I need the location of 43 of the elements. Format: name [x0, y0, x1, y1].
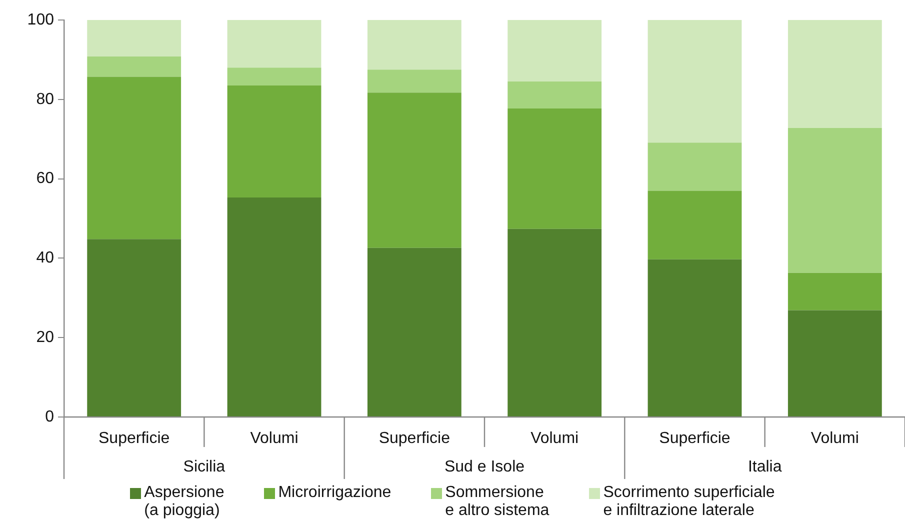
bar: [227, 20, 322, 68]
bar: [648, 259, 742, 416]
bar: [508, 20, 602, 82]
bar: [367, 248, 462, 416]
bar: [87, 76, 182, 240]
legend-label: Sommersione e altro sistema: [445, 484, 550, 520]
x-tick-label: Volumi: [810, 430, 859, 448]
bar: [508, 82, 602, 109]
bar: [367, 70, 462, 93]
bar: [788, 128, 882, 273]
y-tick-label: 20: [36, 329, 54, 346]
bar: [508, 228, 602, 416]
y-tick-label: 40: [36, 250, 54, 267]
bar: [508, 108, 602, 229]
bar: [227, 68, 322, 86]
bar: [87, 56, 182, 77]
x-tick-label: Volumi: [250, 430, 298, 448]
x-tick-label: Volumi: [530, 430, 579, 448]
bar: [227, 197, 322, 416]
y-tick-label: 100: [27, 11, 54, 28]
x-tick-label: Superficie: [98, 430, 170, 448]
y-tick-label: 60: [36, 170, 54, 188]
bar: [648, 20, 742, 143]
x-tick-label: Superficie: [659, 430, 730, 448]
y-tick-label: 0: [45, 408, 54, 426]
x-tick-label: Superficie: [378, 430, 450, 448]
bar: [648, 190, 742, 260]
text: Sud e Isole: [444, 458, 525, 476]
legend-label: Microirrigazione: [278, 484, 392, 502]
bar: [788, 310, 882, 416]
bar: [788, 272, 882, 310]
bar: [788, 20, 882, 128]
bar: [648, 142, 742, 191]
text: Sicilia: [183, 458, 226, 476]
text: Italia: [748, 458, 782, 476]
y-tick-label: 80: [36, 90, 54, 108]
bar: [87, 239, 182, 416]
bar: [227, 86, 322, 198]
legend-label: Aspersione (a pioggia): [144, 484, 224, 520]
bar: [367, 92, 462, 248]
legend-label: Scorrimento superficiale e infiltrazione laterale: [603, 484, 775, 520]
bar: [367, 20, 462, 70]
bar: [87, 20, 182, 57]
